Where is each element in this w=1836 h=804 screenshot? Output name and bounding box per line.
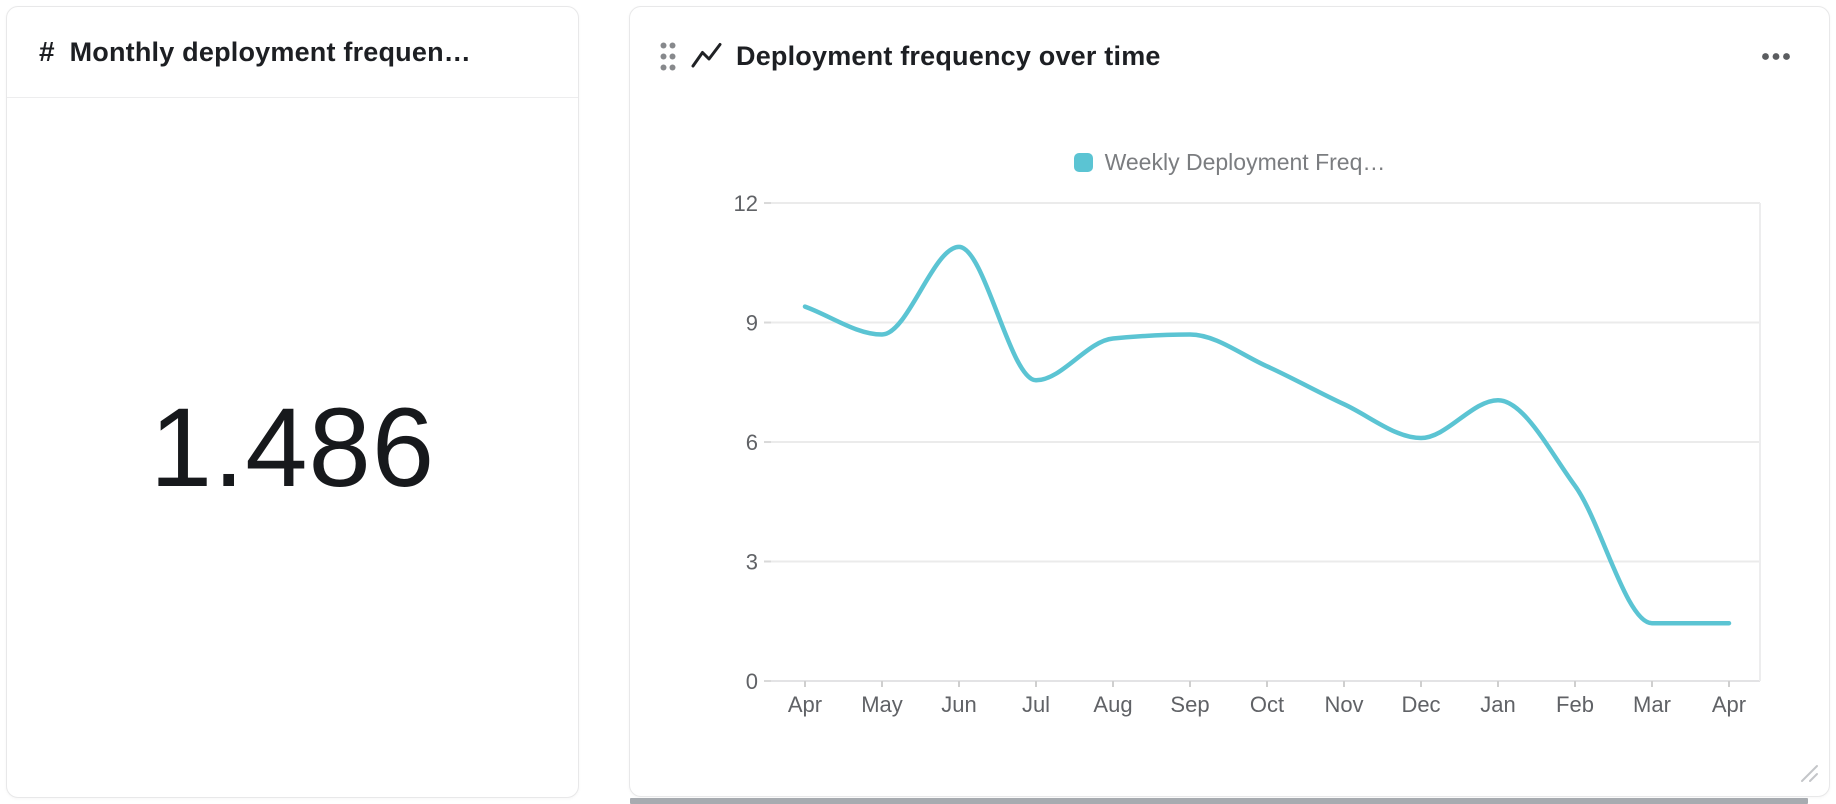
svg-text:May: May	[861, 692, 903, 717]
chart-card-header: Deployment frequency over time	[630, 7, 1829, 91]
chart-legend[interactable]: Weekly Deployment Freq…	[630, 149, 1829, 176]
svg-text:12: 12	[734, 191, 758, 216]
line-chart-plot[interactable]: 0 3 6 9 12 Apr May Jun Jul Aug Sep Oct Nov Dec Jan Feb M…	[630, 7, 1831, 798]
svg-text:Feb: Feb	[1556, 692, 1594, 717]
more-options-button[interactable]	[1759, 46, 1793, 67]
legend-label: Weekly Deployment Freq…	[1104, 149, 1386, 175]
legend-swatch-icon	[1073, 153, 1093, 172]
svg-text:Jan: Jan	[1480, 692, 1515, 717]
chart-card: Deployment frequency over time Weekly De…	[629, 6, 1830, 797]
window-bottom-edge	[630, 798, 1808, 804]
svg-text:6: 6	[746, 430, 758, 455]
svg-text:Oct: Oct	[1250, 692, 1284, 717]
svg-text:Mar: Mar	[1633, 692, 1671, 717]
svg-text:0: 0	[746, 669, 758, 694]
svg-text:Sep: Sep	[1170, 692, 1209, 717]
drag-handle-icon[interactable]	[660, 42, 676, 71]
svg-text:Jun: Jun	[941, 692, 976, 717]
svg-text:Dec: Dec	[1401, 692, 1440, 717]
kpi-value: 1.486	[149, 385, 436, 510]
svg-text:3: 3	[746, 550, 758, 575]
svg-text:9: 9	[746, 311, 758, 336]
kpi-card-header[interactable]: # Monthly deployment frequen…	[7, 7, 578, 98]
svg-text:Apr: Apr	[788, 692, 822, 717]
resize-handle[interactable]	[1796, 760, 1820, 789]
svg-text:Nov: Nov	[1324, 692, 1363, 717]
kpi-card: # Monthly deployment frequen… 1.486	[6, 6, 579, 798]
svg-text:Aug: Aug	[1093, 692, 1132, 717]
chart-card-title: Deployment frequency over time	[736, 40, 1161, 71]
svg-text:Apr: Apr	[1712, 692, 1746, 717]
svg-text:Jul: Jul	[1022, 692, 1050, 717]
kpi-card-title: Monthly deployment frequen…	[69, 36, 471, 67]
line-chart-icon	[690, 40, 723, 72]
number-sign-icon: #	[39, 36, 55, 67]
kpi-card-body: 1.486	[7, 98, 578, 797]
